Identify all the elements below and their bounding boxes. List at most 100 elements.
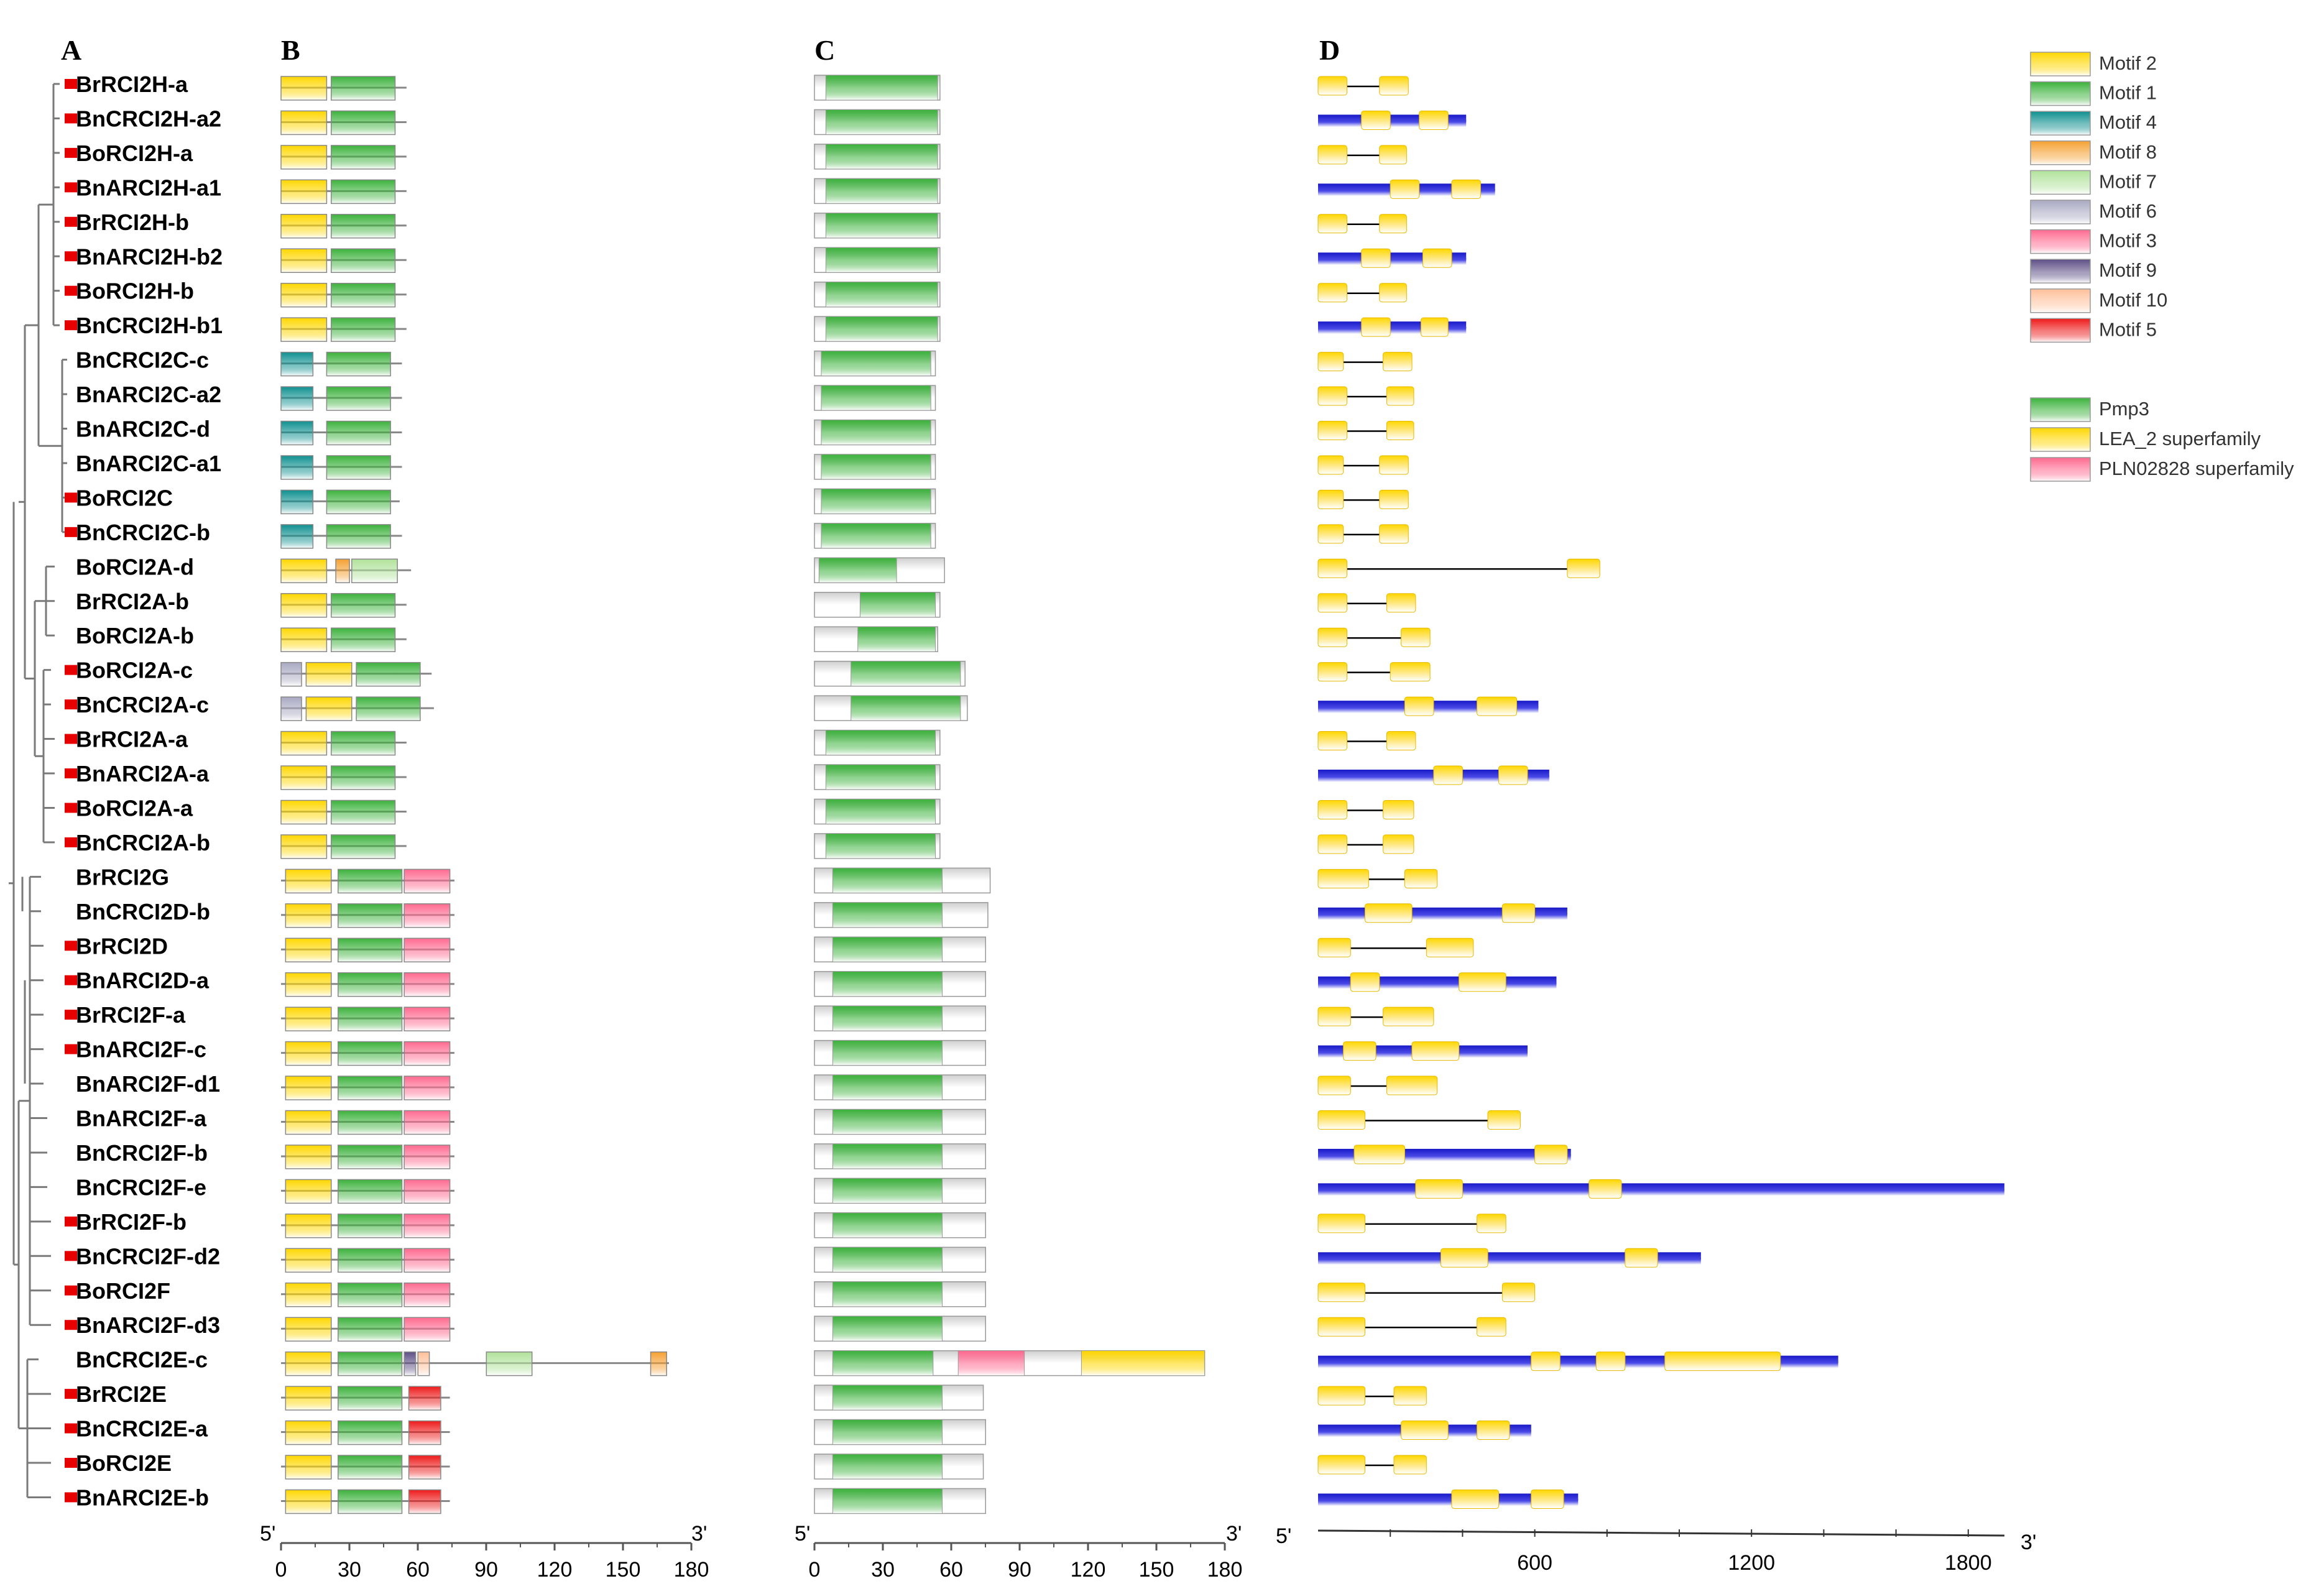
motif-box (280, 834, 328, 859)
utr-block (1527, 770, 1549, 782)
gene-label: BnCRCI2D-b (76, 899, 210, 924)
cds-exon (1317, 524, 1344, 544)
motif-box (280, 420, 314, 446)
red-marker-icon (65, 941, 77, 951)
utr-block (1506, 976, 1557, 989)
domain-box (825, 213, 938, 239)
motif-box (403, 1179, 451, 1204)
cds-exon (1415, 1179, 1463, 1199)
motif-box (330, 834, 396, 859)
cds-exon (1422, 248, 1452, 268)
gene-label: BnCRCI2C-c (76, 348, 209, 373)
cds-exon (1317, 1386, 1366, 1406)
motif-box (280, 524, 314, 549)
domain-box (832, 1177, 943, 1204)
motif-box (330, 799, 396, 825)
gene-label: BrRCI2A-a (76, 727, 188, 752)
motif-box (403, 1283, 451, 1307)
gene-label: BoRCI2A-c (76, 658, 193, 683)
gene-label: BnCRCI2E-c (76, 1347, 208, 1373)
domain-box (857, 626, 936, 652)
cds-exon (1317, 731, 1347, 751)
cds-exon (1595, 1352, 1626, 1371)
cds-exon (1531, 1352, 1561, 1371)
axis-b: 5' 3' 0 30 60 90 120 150 180 (260, 1522, 709, 1582)
domain-box (825, 764, 936, 790)
cds-exon (1361, 317, 1391, 337)
red-marker-icon (65, 147, 77, 158)
motif-box (280, 179, 328, 205)
gene-label: BrRCI2H-b (76, 210, 189, 235)
axis-tick-label: 0 (275, 1558, 287, 1582)
red-marker-icon (65, 803, 77, 813)
motif-box (338, 903, 403, 928)
cds-exon (1477, 1214, 1506, 1233)
axis-tick-label: 90 (474, 1558, 498, 1582)
motif-box (338, 1248, 403, 1273)
utr-block (1318, 114, 1362, 127)
motif-box (280, 214, 328, 239)
gene-label: BnARCI2F-d1 (76, 1071, 220, 1097)
cds-exon (1361, 110, 1391, 130)
cds-exon (1411, 1041, 1460, 1061)
domain-box (957, 1350, 1025, 1376)
axis-tick-label: 60 (406, 1558, 430, 1582)
cds-exon (1383, 352, 1413, 372)
motif-box (338, 1386, 403, 1411)
domain-box (821, 385, 931, 411)
axis-line (1317, 1529, 2005, 1537)
axis-c-ticks: 0 30 60 90 120 150 180 (809, 1542, 1242, 1582)
cds-exon (1419, 110, 1449, 130)
cds-exon (1317, 1110, 1366, 1130)
gene-label: BrRCI2F-a (76, 1002, 186, 1028)
gene-label: BrRCI2F-b (76, 1209, 187, 1235)
cds-exon (1317, 489, 1344, 509)
cds-exon (1404, 868, 1438, 888)
utr-block (1318, 1424, 1401, 1437)
motif-box (403, 1214, 451, 1238)
axis-b-3prime: 3' (691, 1522, 707, 1546)
cds-exon (1386, 1076, 1438, 1095)
cds-exon (1501, 903, 1536, 923)
utr-block (1318, 1252, 1441, 1265)
motif-box (338, 972, 403, 997)
legend-label: Motif 8 (2099, 141, 2157, 163)
motif-box (280, 282, 328, 308)
domain-box (851, 695, 961, 721)
gene-label: BnARCI2E-b (76, 1485, 209, 1510)
cds-exon (1393, 1455, 1427, 1475)
motif-box (285, 1283, 332, 1307)
legend-label: Motif 4 (2099, 111, 2157, 133)
legend-swatch (2030, 229, 2091, 254)
legend-label: Motif 2 (2099, 52, 2157, 74)
motif-box (403, 1076, 451, 1100)
motif-box (280, 317, 328, 342)
motif-box (285, 1351, 332, 1376)
utr-block (1318, 1148, 1355, 1161)
red-marker-icon (65, 1492, 77, 1503)
cds-exon (1390, 662, 1431, 682)
red-marker-icon (65, 1389, 77, 1399)
cds-exon (1459, 972, 1506, 992)
motif-box (330, 76, 396, 101)
domain-box (832, 1453, 943, 1480)
motif-box (338, 1420, 403, 1445)
motif-box (285, 1007, 332, 1031)
motif-box (403, 1041, 451, 1066)
legend-swatch (2030, 397, 2091, 422)
motif-box (356, 696, 421, 721)
gene-label: BoRCI2A-d (76, 554, 194, 579)
motif-box (408, 1386, 441, 1411)
motif-box (330, 765, 396, 790)
utr-block (1419, 183, 1452, 196)
motif-box (280, 765, 328, 790)
motif-box (403, 1110, 451, 1135)
axis-b-5prime: 5' (260, 1522, 275, 1546)
motif-box (280, 145, 328, 170)
gene-label: BnARCI2D-a (76, 968, 210, 993)
motif-box (280, 730, 328, 756)
motif-box (338, 1076, 403, 1100)
cds-exon (1383, 799, 1414, 819)
panel-label-a: A (61, 34, 81, 66)
